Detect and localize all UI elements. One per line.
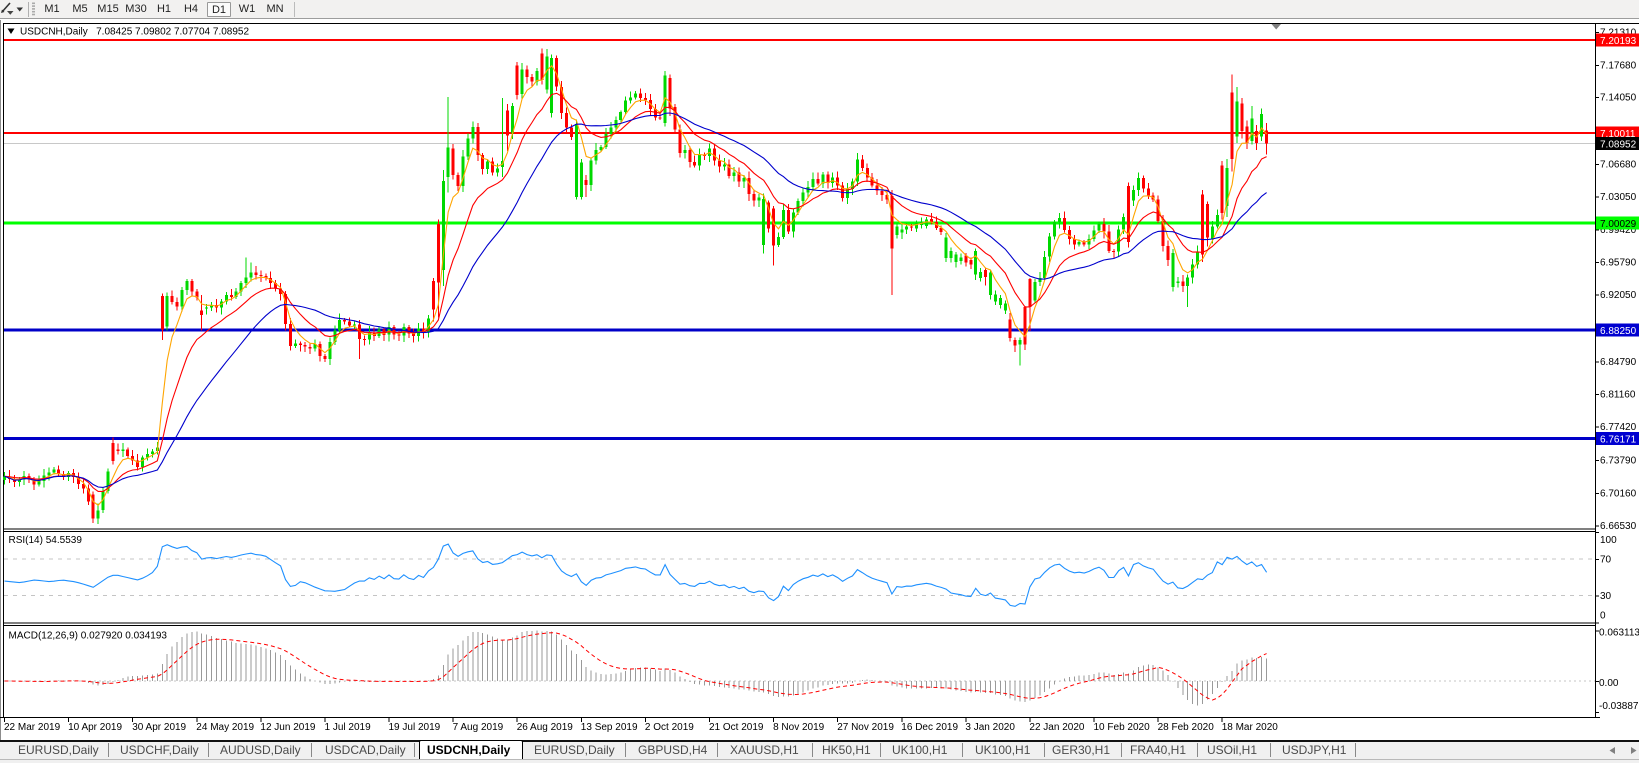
svg-text:24 May 2019: 24 May 2019 [196, 722, 254, 733]
svg-text:21 Oct 2019: 21 Oct 2019 [709, 722, 764, 733]
svg-text:12 Jun 2019: 12 Jun 2019 [260, 722, 315, 733]
svg-text:6.92050: 6.92050 [1600, 290, 1637, 301]
svg-text:6.95790: 6.95790 [1600, 258, 1637, 269]
svg-text:6.84790: 6.84790 [1600, 357, 1637, 368]
svg-text:8 Nov 2019: 8 Nov 2019 [773, 722, 825, 733]
svg-text:6.99420: 6.99420 [1600, 225, 1637, 236]
svg-text:6.66530: 6.66530 [1600, 521, 1637, 532]
svg-text:7.10011: 7.10011 [1600, 129, 1636, 140]
svg-text:6.88250: 6.88250 [1600, 326, 1637, 337]
svg-text:13 Sep 2019: 13 Sep 2019 [581, 722, 638, 733]
svg-text:7.20193: 7.20193 [1600, 36, 1637, 47]
svg-text:RSI(14) 54.5539: RSI(14) 54.5539 [9, 535, 83, 546]
svg-text:27 Nov 2019: 27 Nov 2019 [837, 722, 894, 733]
svg-text:28 Feb 2020: 28 Feb 2020 [1158, 722, 1215, 733]
svg-text:7.03050: 7.03050 [1600, 192, 1637, 203]
svg-text:7.14050: 7.14050 [1600, 93, 1637, 104]
svg-text:30: 30 [1600, 591, 1612, 602]
svg-text:70: 70 [1600, 555, 1612, 566]
svg-text:USDCNH,Daily 7.08425 7.09802: USDCNH,Daily 7.08425 7.09802 7.07704 7.0… [20, 27, 249, 38]
svg-text:6.77420: 6.77420 [1600, 422, 1637, 433]
svg-text:26 Aug 2019: 26 Aug 2019 [517, 722, 574, 733]
svg-text:7.17680: 7.17680 [1600, 61, 1637, 72]
svg-text:6.70160: 6.70160 [1600, 489, 1637, 500]
svg-text:6.76171: 6.76171 [1600, 435, 1637, 446]
svg-text:0: 0 [1600, 610, 1606, 621]
svg-text:7.21310: 7.21310 [1600, 28, 1637, 39]
svg-text:18 Mar 2020: 18 Mar 2020 [1222, 722, 1279, 733]
svg-text:2 Oct 2019: 2 Oct 2019 [645, 722, 694, 733]
svg-text:22 Mar 2019: 22 Mar 2019 [4, 722, 61, 733]
svg-text:7 Aug 2019: 7 Aug 2019 [453, 722, 504, 733]
svg-text:0.00: 0.00 [1599, 678, 1619, 689]
svg-text:16 Dec 2019: 16 Dec 2019 [901, 722, 958, 733]
svg-text:19 Jul 2019: 19 Jul 2019 [389, 722, 441, 733]
svg-text:7.00029: 7.00029 [1600, 219, 1637, 230]
svg-text:7.08952: 7.08952 [1600, 140, 1637, 151]
svg-text:30 Apr 2019: 30 Apr 2019 [132, 722, 186, 733]
svg-text:0.063113: 0.063113 [1599, 628, 1639, 639]
svg-text:6.73790: 6.73790 [1600, 456, 1637, 467]
svg-text:100: 100 [1600, 535, 1617, 546]
svg-text:6.81160: 6.81160 [1600, 390, 1636, 401]
svg-text:1 Jul 2019: 1 Jul 2019 [325, 722, 372, 733]
svg-text:22 Jan 2020: 22 Jan 2020 [1029, 722, 1084, 733]
svg-text:MACD(12,26,9) 0.027920 0.03419: MACD(12,26,9) 0.027920 0.034193 [9, 631, 168, 642]
svg-text:3 Jan 2020: 3 Jan 2020 [965, 722, 1015, 733]
svg-text:7.06680: 7.06680 [1600, 159, 1637, 170]
svg-text:10 Apr 2019: 10 Apr 2019 [68, 722, 122, 733]
svg-text:10 Feb 2020: 10 Feb 2020 [1094, 722, 1151, 733]
